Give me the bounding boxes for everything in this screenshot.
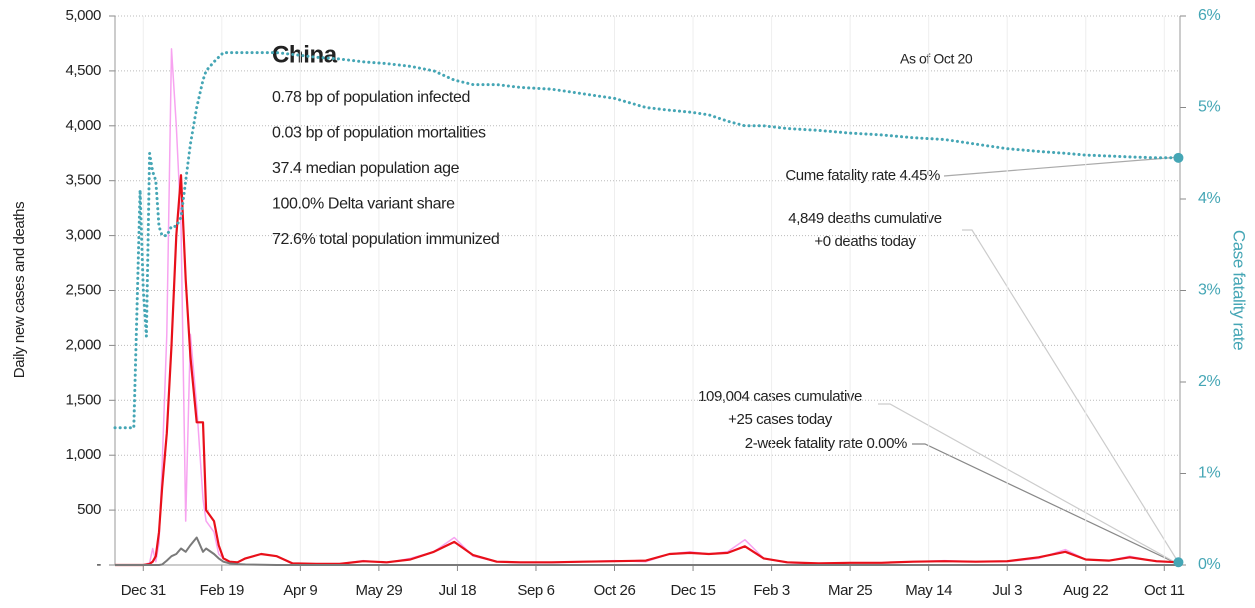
series-line	[115, 536, 1179, 566]
annotation: 109,004 cases cumulative	[698, 388, 862, 405]
leader-line	[878, 403, 1181, 566]
stat: 37.4 median population age	[272, 160, 460, 177]
y-tick-label: 500	[77, 501, 101, 518]
y-tick-label: 4,000	[65, 117, 101, 134]
y-tick-label: 2,000	[65, 336, 101, 353]
y-tick-label: 1,000	[65, 446, 101, 463]
x-tick-label: Feb 3	[753, 582, 789, 599]
x-tick-label: Mar 25	[828, 582, 872, 599]
plot: - 500 1,000 1,500 2,000 2,500 3,000 3,500 4,000 4…	[65, 7, 1220, 599]
x-tick-label: Dec 15	[670, 582, 715, 599]
y2-tick-label: 5%	[1198, 99, 1220, 116]
y-tick-label: 1,500	[65, 391, 101, 408]
annotation: 4,849 deaths cumulative	[788, 210, 941, 227]
annotation: +0 deaths today	[814, 233, 916, 250]
y-tick-label: -	[96, 556, 101, 573]
stat: 100.0% Delta variant share	[272, 196, 455, 213]
stat: 0.78 bp of population infected	[272, 89, 470, 106]
series-line	[113, 51, 1180, 430]
y-tick-label: 2,500	[65, 281, 101, 298]
stat: 0.03 bp of population mortalities	[272, 125, 486, 142]
y2-tick-label: 1%	[1198, 465, 1220, 482]
chart-title: China	[272, 41, 338, 68]
x-tick-label: Jul 18	[439, 582, 477, 599]
x-tick-label: Feb 19	[200, 582, 244, 599]
y-axis-label: Daily new cases and deaths	[11, 202, 28, 378]
x-tick-label: Dec 31	[121, 582, 166, 599]
note: As of Oct 20	[900, 51, 973, 67]
y2-tick-label: 6%	[1198, 7, 1220, 24]
stat: 72.6% total population immunized	[272, 231, 499, 248]
annotation: Cume fatality rate 4.45%	[785, 167, 940, 184]
y2-tick-label: 3%	[1198, 282, 1220, 299]
x-tick-label: May 14	[905, 582, 952, 599]
y-tick-label: 4,500	[65, 62, 101, 79]
y2-tick-label: 4%	[1198, 190, 1220, 207]
y-tick-label: 3,000	[65, 227, 101, 244]
leader-line	[943, 156, 1181, 177]
y2-tick-label: 0%	[1198, 556, 1220, 573]
end-point	[1173, 557, 1184, 568]
x-tick-label: Oct 11	[1144, 582, 1185, 599]
leader-lines	[878, 156, 1181, 566]
annotation: 2-week fatality rate 0.00%	[745, 435, 907, 452]
x-tick-label: Sep 6	[517, 582, 554, 599]
x-tick-label: May 29	[355, 582, 402, 599]
series-line	[115, 174, 1179, 567]
leader-line	[912, 443, 1181, 566]
x-tick-label: Jul 3	[992, 582, 1022, 599]
grid	[115, 15, 1180, 566]
y2-tick-label: 2%	[1198, 373, 1220, 390]
annotation: +25 cases today	[728, 411, 833, 428]
x-tick-label: Oct 26	[594, 582, 636, 599]
end-point	[1173, 152, 1184, 163]
stats: 0.78 bp of population infected 0.03 bp of…	[272, 89, 500, 248]
y-tick-label: 5,000	[65, 7, 101, 24]
leader-line	[962, 229, 1181, 566]
x-tick-label: Aug 22	[1063, 582, 1108, 599]
x-tick-label: Apr 9	[283, 582, 317, 599]
y2-axis-label: Case fatality rate	[1230, 230, 1249, 350]
y-tick-label: 3,500	[65, 172, 101, 189]
